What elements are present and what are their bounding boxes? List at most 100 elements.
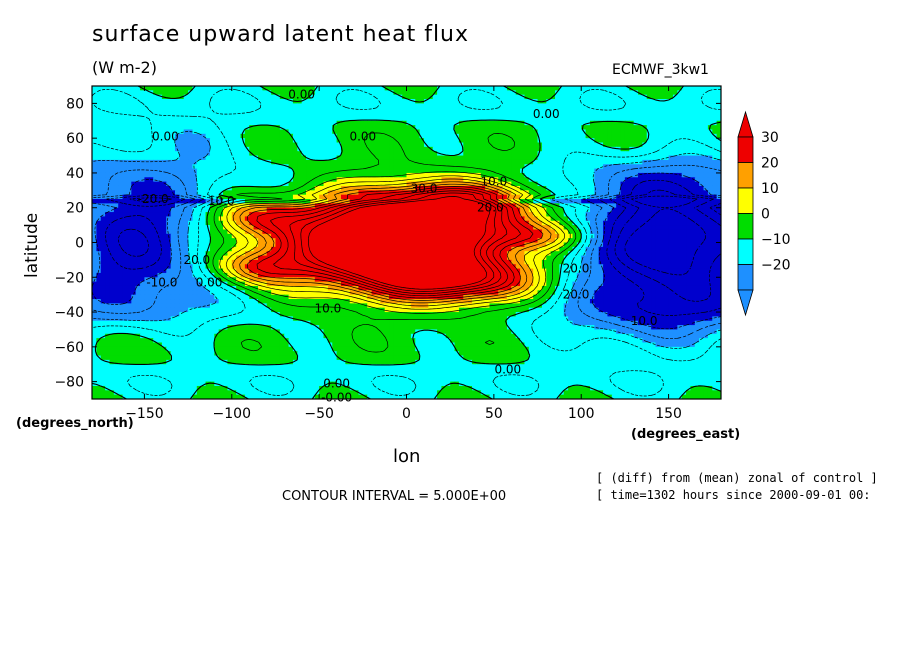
field-cell (528, 203, 534, 209)
field-cell (275, 146, 281, 152)
field-cell (489, 120, 495, 126)
field-cell (389, 159, 394, 165)
field-cell (716, 212, 721, 218)
field-cell (144, 112, 150, 118)
field-cell (485, 142, 491, 148)
field-cell (218, 133, 224, 139)
field-cell (559, 86, 565, 91)
field-cell (563, 142, 569, 148)
field-cell (157, 225, 163, 231)
field-cell (209, 155, 215, 161)
field-cell (262, 172, 268, 178)
field-cell (607, 142, 613, 148)
field-cell (310, 129, 316, 135)
field-cell (153, 99, 159, 104)
field-cell (423, 177, 429, 183)
field-cell (638, 203, 643, 209)
field-cell (677, 138, 683, 144)
field-cell (257, 225, 263, 231)
field-cell (406, 229, 412, 235)
field-cell (410, 107, 416, 113)
field-cell (371, 94, 377, 100)
field-cell (716, 146, 721, 152)
field-cell (472, 125, 477, 131)
field-cell (629, 103, 635, 109)
field-cell (537, 212, 543, 218)
field-cell (135, 207, 141, 213)
field-cell (367, 90, 373, 96)
field-cell (205, 203, 211, 209)
field-cell (174, 216, 180, 222)
field-cell (467, 207, 473, 213)
field-cell (541, 172, 547, 178)
field-cell (201, 120, 207, 126)
field-cell (402, 185, 408, 191)
field-cell (642, 168, 648, 174)
field-cell (576, 216, 582, 222)
field-cell (327, 159, 333, 165)
field-cell (537, 190, 543, 196)
field-cell (638, 138, 643, 144)
field-cell (358, 151, 364, 157)
field-cell (594, 107, 600, 113)
field-cell (310, 181, 316, 187)
field-cell (611, 203, 617, 209)
field-cell (568, 164, 574, 170)
field-cell (520, 120, 526, 126)
field-cell (397, 116, 403, 122)
field-cell (419, 168, 425, 174)
field-cell (511, 220, 517, 226)
field-cell (511, 181, 517, 187)
field-cell (397, 185, 403, 191)
field-cell (166, 103, 172, 109)
field-cell (266, 107, 272, 113)
field-cell (384, 129, 390, 135)
field-cell (568, 94, 574, 100)
field-cell (620, 125, 626, 131)
field-cell (301, 90, 307, 96)
field-cell (533, 168, 539, 174)
field-cell (345, 181, 351, 187)
field-cell (450, 172, 456, 178)
field-cell (183, 86, 189, 91)
field-cell (126, 159, 132, 165)
field-cell (441, 181, 447, 187)
field-cell (686, 212, 692, 218)
field-cell (410, 86, 416, 91)
field-cell (196, 164, 202, 170)
field-cell (157, 172, 163, 178)
field-cell (550, 125, 556, 131)
field-cell (100, 125, 106, 131)
field-cell (463, 146, 469, 152)
field-cell (506, 177, 512, 183)
field-cell (659, 199, 665, 204)
field-cell (266, 151, 272, 157)
field-cell (476, 112, 482, 118)
field-cell (319, 229, 325, 235)
field-cell (589, 103, 595, 109)
field-cell (677, 225, 683, 231)
field-cell (546, 194, 552, 200)
field-cell (467, 203, 473, 209)
field-cell (148, 233, 154, 239)
x-unit-label: (degrees_east) (631, 427, 741, 442)
field-cell (445, 90, 451, 96)
field-cell (161, 120, 167, 126)
field-cell (319, 116, 325, 122)
field-cell (672, 94, 678, 100)
field-cell (205, 112, 211, 118)
field-cell (480, 225, 486, 231)
field-cell (100, 146, 106, 152)
field-cell (598, 99, 604, 104)
field-cell (397, 155, 403, 161)
field-cell (485, 164, 491, 170)
field-cell (284, 116, 290, 122)
field-cell (476, 120, 482, 126)
field-cell (275, 120, 281, 126)
field-cell (502, 216, 508, 222)
field-cell (340, 172, 346, 178)
field-cell (511, 90, 517, 96)
field-cell (327, 216, 333, 222)
field-cell (611, 125, 617, 131)
field-cell (485, 94, 491, 100)
